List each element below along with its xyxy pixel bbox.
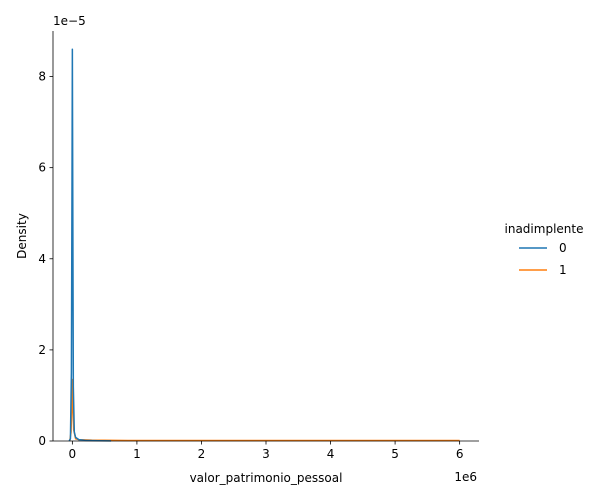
series-line-0 xyxy=(68,48,112,442)
y-tick-label: 2 xyxy=(38,343,46,357)
legend: inadimplente 01 xyxy=(505,222,584,277)
x-tick-label: 2 xyxy=(198,447,206,461)
x-tick-label: 5 xyxy=(391,447,399,461)
y-axis-ticks: 0 2 4 6 8 xyxy=(38,70,53,448)
plot-lines xyxy=(68,48,460,442)
legend-entries: 01 xyxy=(519,241,567,277)
y-axis-offset-text: 1e−5 xyxy=(53,14,86,28)
x-tick-label: 4 xyxy=(327,447,335,461)
legend-title: inadimplente xyxy=(505,222,584,236)
x-tick-label: 1 xyxy=(133,447,141,461)
x-axis-ticks: 0 1 2 3 4 5 6 xyxy=(69,441,464,461)
series-line-1 xyxy=(69,378,460,442)
y-tick-label: 6 xyxy=(38,161,46,175)
legend-label-1: 1 xyxy=(559,263,567,277)
y-tick-label: 4 xyxy=(38,252,46,266)
x-tick-label: 6 xyxy=(456,447,464,461)
legend-label-0: 0 xyxy=(559,241,567,255)
x-axis-label: valor_patrimonio_pessoal xyxy=(190,471,343,485)
x-tick-label: 0 xyxy=(69,447,77,461)
x-axis-offset-text: 1e6 xyxy=(454,470,477,484)
y-tick-label: 0 xyxy=(38,434,46,448)
x-tick-label: 3 xyxy=(262,447,270,461)
y-tick-label: 8 xyxy=(38,70,46,84)
y-axis-label: Density xyxy=(15,213,29,259)
